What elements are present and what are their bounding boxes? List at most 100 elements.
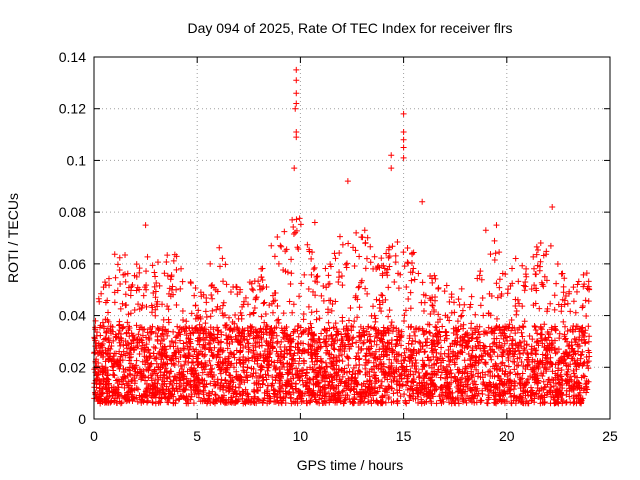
data-point [491, 237, 498, 244]
outlier-point [293, 134, 300, 141]
data-point [511, 382, 518, 389]
data-point [429, 337, 436, 344]
data-point [183, 393, 190, 400]
data-point [187, 377, 194, 384]
data-point [223, 400, 230, 407]
data-point [144, 392, 151, 399]
data-point [216, 354, 223, 361]
y-tick-label: 0.04 [59, 308, 86, 324]
data-point [159, 337, 166, 344]
data-point [482, 329, 489, 336]
data-point [512, 330, 519, 337]
data-point [129, 282, 136, 289]
data-point [419, 343, 426, 350]
data-point [161, 343, 168, 350]
data-point [548, 376, 555, 383]
data-point [163, 258, 170, 265]
data-point [333, 354, 340, 361]
data-point [463, 381, 470, 388]
data-point [297, 373, 304, 380]
data-point [126, 354, 133, 361]
data-point [520, 349, 527, 356]
data-point [157, 340, 164, 347]
data-point [585, 338, 592, 345]
data-point [537, 239, 544, 246]
data-point [420, 291, 427, 298]
data-point [162, 353, 169, 360]
data-point [290, 301, 297, 308]
data-point [367, 345, 374, 352]
data-point [336, 233, 343, 240]
data-point [359, 397, 366, 404]
data-point [541, 273, 548, 280]
data-point [374, 334, 381, 341]
data-point [386, 307, 393, 314]
data-point [148, 360, 155, 367]
data-point [396, 387, 403, 394]
data-point [244, 327, 251, 334]
data-point [399, 364, 406, 371]
data-point [581, 359, 588, 366]
data-point [332, 332, 339, 339]
data-point [468, 398, 475, 405]
data-point [389, 243, 396, 250]
data-point [167, 390, 174, 397]
data-point [352, 247, 359, 254]
data-point [220, 397, 227, 404]
data-point [552, 327, 559, 334]
data-point [336, 269, 343, 276]
data-point [188, 359, 195, 366]
data-point [356, 368, 363, 375]
data-point [560, 350, 567, 357]
data-point [321, 398, 328, 405]
data-point [479, 380, 486, 387]
data-point [473, 366, 480, 373]
data-point [419, 366, 426, 373]
data-point [265, 372, 272, 379]
data-point [310, 266, 317, 273]
data-point [409, 337, 416, 344]
data-point [276, 388, 283, 395]
data-point [258, 274, 265, 281]
data-point [307, 320, 314, 327]
data-point [208, 347, 215, 354]
data-point [551, 306, 558, 313]
outlier-point [311, 219, 318, 226]
data-point [441, 288, 448, 295]
data-point [317, 344, 324, 351]
data-point [242, 294, 249, 301]
data-point [147, 372, 154, 379]
data-point [503, 334, 510, 341]
data-point [416, 325, 423, 332]
data-point [104, 325, 111, 332]
data-point [554, 386, 561, 393]
data-point [359, 234, 366, 241]
data-point [479, 369, 486, 376]
data-point [313, 308, 320, 315]
data-point [565, 343, 572, 350]
data-point [99, 390, 106, 397]
data-point [489, 340, 496, 347]
data-point [349, 335, 356, 342]
data-point [332, 255, 339, 262]
data-point [254, 356, 261, 363]
data-point [515, 278, 522, 285]
data-point [183, 318, 190, 325]
data-point [176, 349, 183, 356]
data-point [325, 319, 332, 326]
data-point [459, 333, 466, 340]
data-point [561, 275, 568, 282]
data-point [209, 282, 216, 289]
data-point [358, 345, 365, 352]
data-point [152, 273, 159, 280]
data-point [522, 366, 529, 373]
data-point [423, 398, 430, 405]
data-point [518, 380, 525, 387]
data-point [209, 307, 216, 314]
data-point [536, 305, 543, 312]
data-point [209, 295, 216, 302]
data-point [97, 345, 104, 352]
data-point [408, 385, 415, 392]
data-point [525, 376, 532, 383]
data-point [244, 390, 251, 397]
